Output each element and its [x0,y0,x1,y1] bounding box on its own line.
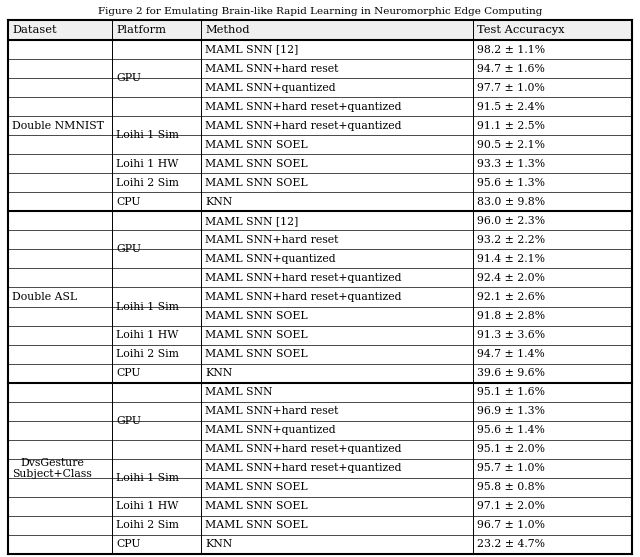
Text: 23.2 ± 4.7%: 23.2 ± 4.7% [477,540,545,550]
Text: Loihi 1 HW: Loihi 1 HW [116,159,179,169]
Text: MAML SNN: MAML SNN [205,387,273,397]
Text: Loihi 2 Sim: Loihi 2 Sim [116,178,179,188]
Text: 91.8 ± 2.8%: 91.8 ± 2.8% [477,311,545,321]
Text: 91.5 ± 2.4%: 91.5 ± 2.4% [477,101,545,111]
Text: 92.4 ± 2.0%: 92.4 ± 2.0% [477,273,545,283]
Text: Platform: Platform [116,25,166,35]
Text: Figure 2 for Emulating Brain-like Rapid Learning in Neuromorphic Edge Computing: Figure 2 for Emulating Brain-like Rapid … [98,7,542,16]
Text: 91.3 ± 3.6%: 91.3 ± 3.6% [477,330,545,340]
Text: 93.3 ± 1.3%: 93.3 ± 1.3% [477,159,545,169]
Text: 93.2 ± 2.2%: 93.2 ± 2.2% [477,235,545,245]
Text: Test Accuracyx: Test Accuracyx [477,25,564,35]
Text: Dataset: Dataset [12,25,56,35]
Text: MAML SNN+hard reset+quantized: MAML SNN+hard reset+quantized [205,444,402,455]
Text: MAML SNN+hard reset+quantized: MAML SNN+hard reset+quantized [205,121,402,131]
Text: MAML SNN+hard reset+quantized: MAML SNN+hard reset+quantized [205,101,402,111]
Text: MAML SNN SOEL: MAML SNN SOEL [205,159,308,169]
Text: MAML SNN SOEL: MAML SNN SOEL [205,520,308,530]
Text: MAML SNN SOEL: MAML SNN SOEL [205,178,308,188]
Text: Method: Method [205,25,250,35]
Text: Loihi 2 Sim: Loihi 2 Sim [116,520,179,530]
Text: MAML SNN SOEL: MAML SNN SOEL [205,330,308,340]
Text: 39.6 ± 9.6%: 39.6 ± 9.6% [477,368,545,378]
Text: MAML SNN+hard reset+quantized: MAML SNN+hard reset+quantized [205,463,402,473]
Text: GPU: GPU [116,73,141,83]
Text: Loihi 1 HW: Loihi 1 HW [116,501,179,511]
Text: 97.1 ± 2.0%: 97.1 ± 2.0% [477,501,545,511]
Text: CPU: CPU [116,540,141,550]
Text: MAML SNN+quantized: MAML SNN+quantized [205,254,336,264]
Text: 90.5 ± 2.1%: 90.5 ± 2.1% [477,140,545,150]
Text: GPU: GPU [116,416,141,426]
Text: 95.6 ± 1.3%: 95.6 ± 1.3% [477,178,545,188]
Text: MAML SNN [12]: MAML SNN [12] [205,45,299,55]
Text: KNN: KNN [205,368,233,378]
Text: MAML SNN+hard reset+quantized: MAML SNN+hard reset+quantized [205,292,402,302]
Text: 92.1 ± 2.6%: 92.1 ± 2.6% [477,292,545,302]
Text: 96.9 ± 1.3%: 96.9 ± 1.3% [477,406,545,416]
Text: 95.7 ± 1.0%: 95.7 ± 1.0% [477,463,545,473]
Text: 91.4 ± 2.1%: 91.4 ± 2.1% [477,254,545,264]
Text: MAML SNN+hard reset: MAML SNN+hard reset [205,63,339,74]
Text: Loihi 1 Sim: Loihi 1 Sim [116,473,179,483]
Bar [8,20,632,40]
Text: Double ASL: Double ASL [12,292,77,302]
Text: 95.8 ± 0.8%: 95.8 ± 0.8% [477,482,545,492]
Text: MAML SNN+hard reset: MAML SNN+hard reset [205,406,339,416]
Text: Loihi 1 Sim: Loihi 1 Sim [116,301,179,311]
Text: 95.6 ± 1.4%: 95.6 ± 1.4% [477,425,545,435]
Text: MAML SNN SOEL: MAML SNN SOEL [205,501,308,511]
Text: MAML SNN+hard reset+quantized: MAML SNN+hard reset+quantized [205,273,402,283]
Text: KNN: KNN [205,197,233,207]
Text: MAML SNN+hard reset: MAML SNN+hard reset [205,235,339,245]
Text: 91.1 ± 2.5%: 91.1 ± 2.5% [477,121,545,131]
Text: Loihi 2 Sim: Loihi 2 Sim [116,349,179,359]
Text: MAML SNN+quantized: MAML SNN+quantized [205,425,336,435]
Text: 94.7 ± 1.6%: 94.7 ± 1.6% [477,63,545,74]
Text: KNN: KNN [205,540,233,550]
Text: Double NMNIST: Double NMNIST [12,121,104,131]
Text: MAML SNN+quantized: MAML SNN+quantized [205,82,336,92]
Text: MAML SNN SOEL: MAML SNN SOEL [205,349,308,359]
Text: MAML SNN [12]: MAML SNN [12] [205,216,299,226]
Text: Loihi 1 HW: Loihi 1 HW [116,330,179,340]
Text: DvsGesture
Subject+Class: DvsGesture Subject+Class [12,457,92,479]
Text: 95.1 ± 2.0%: 95.1 ± 2.0% [477,444,545,455]
Text: CPU: CPU [116,197,141,207]
Text: 98.2 ± 1.1%: 98.2 ± 1.1% [477,45,545,55]
Text: 94.7 ± 1.4%: 94.7 ± 1.4% [477,349,545,359]
Text: MAML SNN SOEL: MAML SNN SOEL [205,140,308,150]
Text: 83.0 ± 9.8%: 83.0 ± 9.8% [477,197,545,207]
Text: CPU: CPU [116,368,141,378]
Text: 97.7 ± 1.0%: 97.7 ± 1.0% [477,82,545,92]
Text: GPU: GPU [116,245,141,255]
Text: 96.0 ± 2.3%: 96.0 ± 2.3% [477,216,545,226]
Text: 95.1 ± 1.6%: 95.1 ± 1.6% [477,387,545,397]
Text: MAML SNN SOEL: MAML SNN SOEL [205,482,308,492]
Text: Loihi 1 Sim: Loihi 1 Sim [116,130,179,140]
Text: MAML SNN SOEL: MAML SNN SOEL [205,311,308,321]
Text: 96.7 ± 1.0%: 96.7 ± 1.0% [477,520,545,530]
